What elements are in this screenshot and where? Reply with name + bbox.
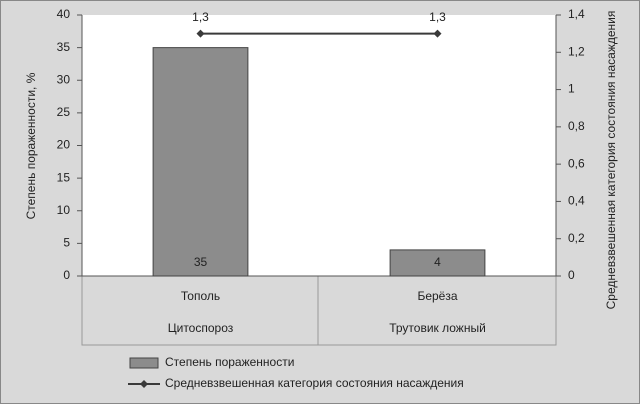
line-marker: [433, 29, 442, 38]
y-tick-label: 30: [57, 72, 71, 86]
y2-tick-label: 0,2: [568, 231, 585, 245]
data-label: 4: [434, 255, 441, 269]
x-tick-label: Берёза: [417, 289, 457, 303]
y-tick-label: 10: [57, 203, 71, 217]
bar: [389, 249, 486, 277]
y2-tick-label: 1: [568, 82, 575, 96]
category-group-label: Цитоспороз: [168, 321, 234, 335]
legend-swatch: [129, 357, 159, 369]
data-label: 1,3: [429, 10, 446, 24]
y-tick-label: 35: [57, 40, 71, 54]
y-tick-label: 25: [57, 105, 71, 119]
data-label: 1,3: [192, 10, 209, 24]
y-tick-label: 20: [57, 138, 71, 152]
legend-label: Средневзвешенная категория состояния нас…: [165, 376, 464, 390]
y-axis-label: Степень пораженности, %: [24, 72, 38, 219]
y-tick-label: 15: [57, 170, 71, 184]
y2-tick-label: 0,4: [568, 194, 585, 208]
legend-label: Степень пораженности: [165, 355, 294, 369]
bar: [152, 47, 249, 277]
y2-tick-label: 0,6: [568, 156, 585, 170]
y2-tick-label: 1,4: [568, 7, 585, 21]
category-group-label: Трутовик ложный: [389, 321, 486, 335]
data-label: 35: [194, 255, 208, 269]
y2-tick-label: 0: [568, 268, 575, 282]
y-tick-label: 40: [57, 7, 71, 21]
x-tick-label: Тополь: [181, 289, 220, 303]
line-marker: [196, 29, 205, 38]
y2-tick-label: 1,2: [568, 44, 585, 58]
y-tick-label: 5: [63, 236, 70, 250]
legend-marker: [140, 380, 148, 388]
y2-tick-label: 0,8: [568, 119, 585, 133]
y-tick-label: 0: [63, 268, 70, 282]
y2-axis-label: Средневзвешенная категория состояния нас…: [604, 11, 618, 310]
